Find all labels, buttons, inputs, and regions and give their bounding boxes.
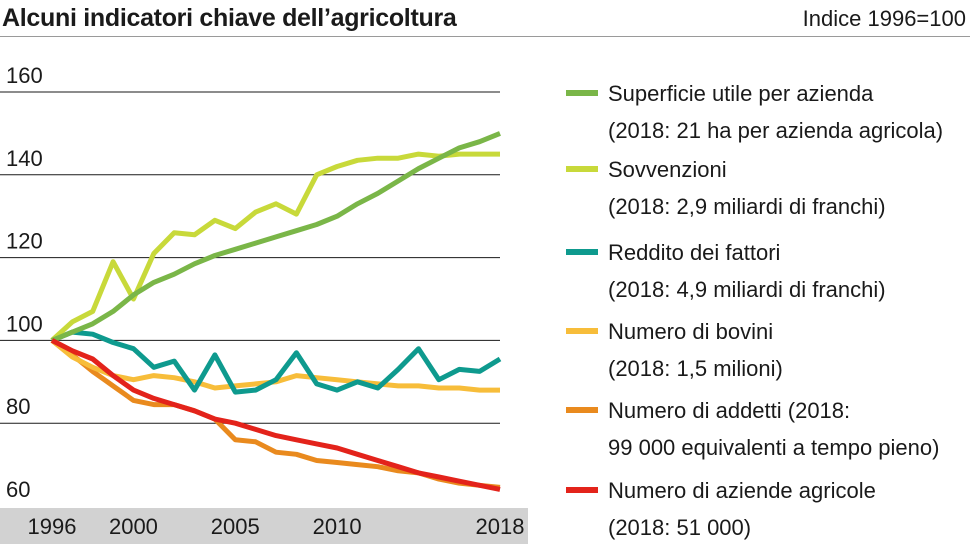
x-axis-band <box>0 508 528 544</box>
legend-swatch-addetti <box>566 407 598 413</box>
legend-label-bovini: Numero di bovini <box>608 319 774 344</box>
y-tick-label-120: 120 <box>6 229 43 254</box>
legend-note-addetti: 99 000 equivalenti a tempo pieno) <box>608 435 940 460</box>
series-line-sovvenzioni <box>50 151 500 343</box>
x-tick-label-2000: 2000 <box>109 514 158 539</box>
title-rule <box>0 36 970 37</box>
legend: Superficie utile per azienda (2018: 21 ha… <box>566 0 970 544</box>
legend-label-addetti: Numero di addetti (2018: <box>608 398 851 423</box>
legend-note-aziende: (2018: 51 000) <box>608 515 752 540</box>
y-tick-label-100: 100 <box>6 311 43 336</box>
x-tick-label-2018: 2018 <box>476 514 525 539</box>
y-tick-label-60: 60 <box>6 477 30 502</box>
y-tick-label-140: 140 <box>6 146 43 171</box>
legend-label-reddito: Reddito dei fattori <box>608 240 781 265</box>
axis-band-layer <box>0 508 528 544</box>
legend-label-superficie: Superficie utile per azienda <box>608 81 874 106</box>
legend-swatch-reddito <box>566 249 598 255</box>
legend-swatch-superficie <box>566 90 598 96</box>
legend-note-bovini: (2018: 1,5 milioni) <box>608 356 783 381</box>
legend-note-superficie: (2018: 21 ha per azienda agricola) <box>608 118 944 143</box>
y-tick-label-160: 160 <box>6 63 43 88</box>
series-line-superficie <box>51 131 501 343</box>
chart-title: Alcuni indicatori chiave dell’agricoltur… <box>2 4 457 32</box>
series-layer <box>50 131 502 492</box>
x-tick-label-2005: 2005 <box>211 514 260 539</box>
legend-note-reddito: (2018: 4,9 miliardi di franchi) <box>608 277 886 302</box>
x-tick-label-1996: 1996 <box>28 514 77 539</box>
label-layer: 160 140 120 100 80 60 1996 2000 2005 2010 2018 <box>6 63 524 539</box>
series-line-aziende <box>50 338 501 492</box>
legend-label-sovvenzioni: Sovvenzioni <box>608 157 727 182</box>
legend-note-sovvenzioni: (2018: 2,9 miliardi di franchi) <box>608 194 886 219</box>
chart-subtitle: Indice 1996=100 <box>802 6 966 31</box>
grid-layer <box>0 91 500 424</box>
series-line-reddito <box>51 329 502 395</box>
legend-label-aziende: Numero di aziende agricole <box>608 478 876 503</box>
legend-swatch-bovini <box>566 328 598 334</box>
legend-swatch-sovvenzioni <box>566 166 598 172</box>
y-tick-label-80: 80 <box>6 394 30 419</box>
line-chart: 160 140 120 100 80 60 1996 2000 2005 2010 2018 <box>0 63 528 544</box>
x-tick-label-2010: 2010 <box>313 514 362 539</box>
series-line-addetti <box>50 338 501 490</box>
legend-swatch-aziende <box>566 487 598 493</box>
